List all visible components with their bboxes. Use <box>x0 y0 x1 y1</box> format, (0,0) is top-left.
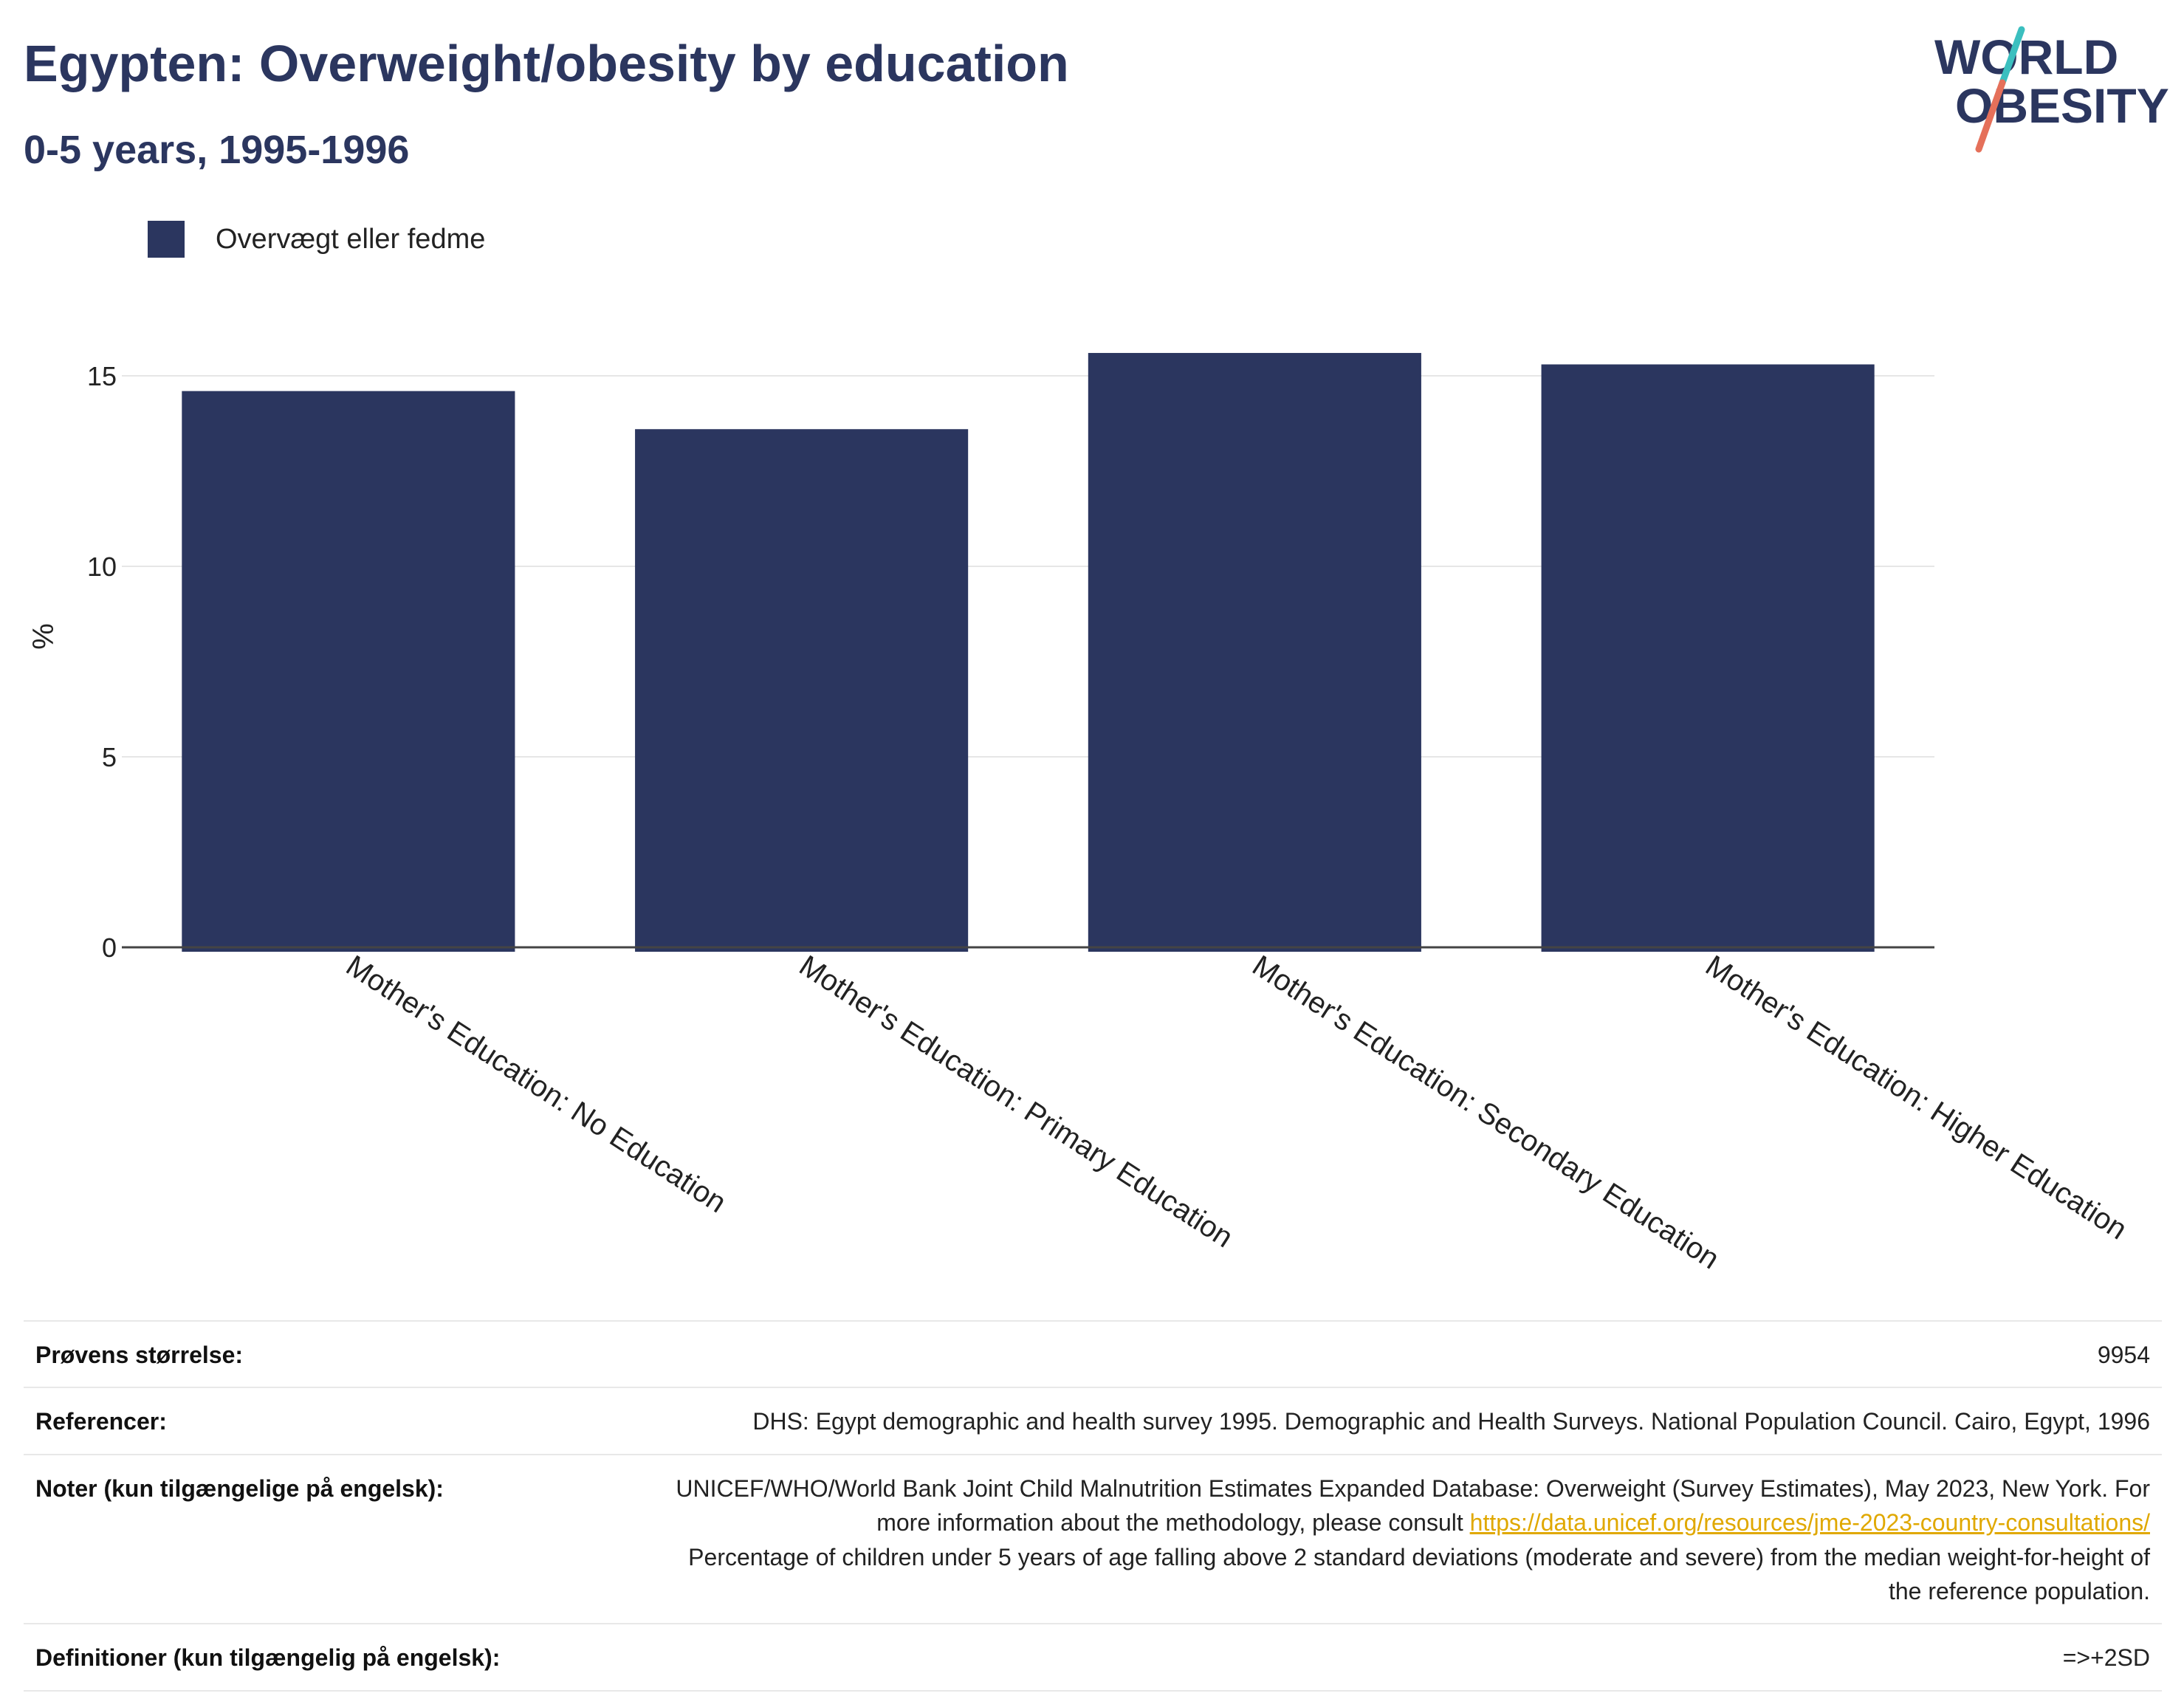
y-tick-label: 5 <box>102 742 117 772</box>
y-axis-title: % <box>27 623 60 650</box>
info-table: Prøvens størrelse: 9954 Referencer: DHS:… <box>24 1320 2162 1692</box>
references-value: DHS: Egypt demographic and health survey… <box>752 1408 2150 1435</box>
chart-subtitle: 0-5 years, 1995-1996 <box>24 128 410 172</box>
bar <box>635 429 969 952</box>
definitions-value: =>+2SD <box>2062 1644 2150 1672</box>
world-obesity-logo: WORLD OBESITY <box>1934 26 2169 153</box>
bar <box>1541 364 1875 952</box>
y-tick-label: 10 <box>87 552 117 582</box>
logo-slash-top <box>1999 26 2025 86</box>
notes-text-before: UNICEF/WHO/World Bank Joint Child Malnut… <box>676 1474 2150 1537</box>
bar <box>1088 353 1421 952</box>
x-tick-label: Mother's Education: Primary Education <box>794 950 1239 1254</box>
legend-label: Overvægt eller fedme <box>216 223 486 255</box>
definitions-label: Definitioner (kun tilgængelig på engelsk… <box>35 1644 501 1672</box>
references-label: Referencer: <box>35 1408 167 1435</box>
logo-slash-bottom <box>1975 79 2006 153</box>
y-tick-label: 0 <box>102 933 117 963</box>
x-tick-label: Mother's Education: No Education <box>340 950 732 1220</box>
info-row-references: Referencer: DHS: Egypt demographic and h… <box>24 1387 2162 1453</box>
notes-text-after: Percentage of children under 5 years of … <box>688 1543 2150 1604</box>
x-tick-label: Mother's Education: Higher Education <box>1700 950 2132 1246</box>
legend-swatch <box>148 221 185 258</box>
info-row-notes: Noter (kun tilgængelige på engelsk): UNI… <box>24 1453 2162 1624</box>
info-row-definitions: Definitioner (kun tilgængelig på engelsk… <box>24 1623 2162 1692</box>
x-tick-label: Mother's Education: Secondary Education <box>1246 950 1725 1276</box>
chart-legend[interactable]: Overvægt eller fedme <box>148 219 485 260</box>
notes-value: UNICEF/WHO/World Bank Joint Child Malnut… <box>673 1472 2150 1609</box>
info-row-sample-size: Prøvens størrelse: 9954 <box>24 1320 2162 1387</box>
logo-line-1: WORLD <box>1934 30 2118 84</box>
sample-size-label: Prøvens størrelse: <box>35 1342 244 1368</box>
sample-size-value: 9954 <box>2097 1342 2150 1368</box>
y-tick-label: 15 <box>87 361 117 391</box>
bar <box>182 391 515 952</box>
chart-title: Egypten: Overweight/obesity by education <box>24 35 1069 92</box>
notes-link[interactable]: https://data.unicef.org/resources/jme-20… <box>1469 1509 2150 1537</box>
notes-label: Noter (kun tilgængelige på engelsk): <box>35 1474 444 1502</box>
